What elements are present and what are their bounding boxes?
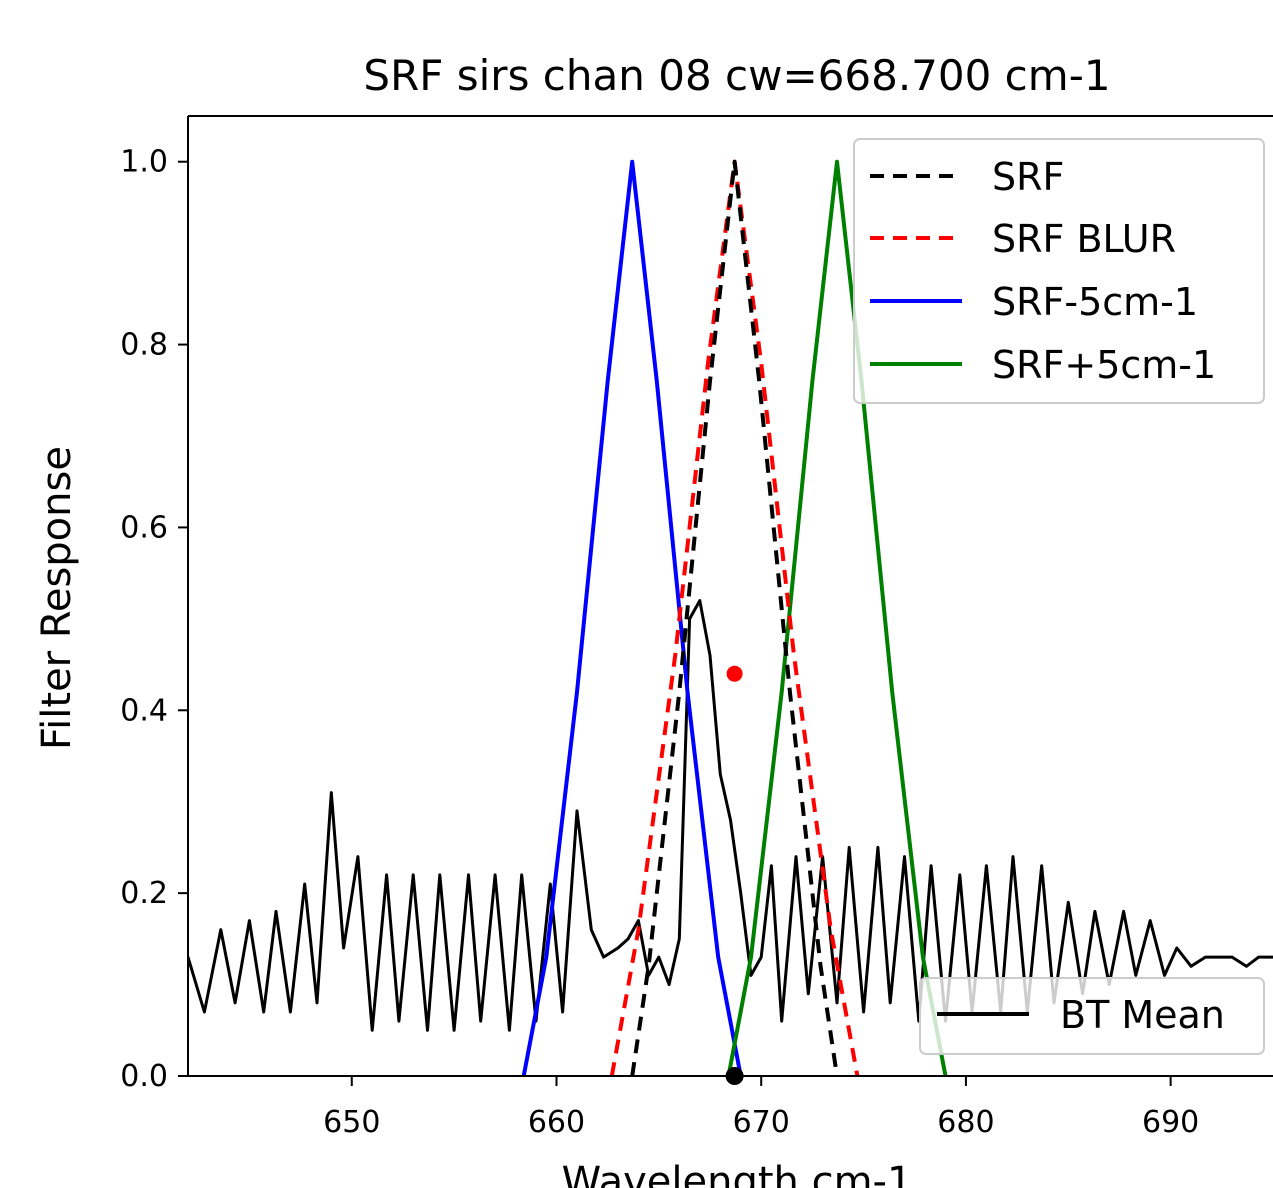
- series-srf: [630, 159, 839, 1076]
- legend-label-srf: SRF: [992, 155, 1064, 199]
- legend-label-srf-blur: SRF BLUR: [992, 217, 1176, 261]
- y-tick-label: 0.4: [120, 693, 168, 728]
- center-wavelength-marker: [726, 665, 743, 682]
- legend-label-bt-mean: BT Mean: [1060, 993, 1225, 1037]
- series-srf-minus: [521, 159, 743, 1076]
- y-tick-label: 0.0: [120, 1059, 168, 1094]
- legend-frame: [919, 977, 1265, 1055]
- legend-bottom-right: BT Mean: [919, 977, 1265, 1055]
- x-tick-label: 680: [937, 1105, 994, 1140]
- y-axis-ticks: 0.0 0.2 0.4 0.6 0.8 1.0: [120, 145, 188, 1094]
- x-axis-label: Wavelength cm-1: [562, 1159, 913, 1188]
- x-tick-label: 670: [733, 1105, 790, 1140]
- x-tick-label: 690: [1142, 1105, 1199, 1140]
- y-tick-label: 0.2: [120, 876, 168, 911]
- legend-frame: [853, 138, 1265, 404]
- y-axis-label: Filter Response: [34, 446, 80, 750]
- chart-title: SRF sirs chan 08 cw=668.700 cm-1: [363, 51, 1110, 100]
- y-tick-label: 0.6: [120, 510, 168, 545]
- legend-label-srf-plus: SRF+5cm-1: [992, 343, 1216, 387]
- y-tick-label: 1.0: [120, 145, 168, 180]
- y-tick-label: 0.8: [120, 328, 168, 363]
- x-tick-label: 660: [528, 1105, 585, 1140]
- legend-label-srf-minus: SRF-5cm-1: [992, 280, 1198, 324]
- x-tick-label: 650: [323, 1105, 380, 1140]
- series-srf-plus: [726, 159, 948, 1076]
- x-axis-ticks: 650 660 670 680 690: [323, 1076, 1199, 1140]
- legend-top-right: SRF SRF BLUR SRF-5cm-1 SRF+5cm-1: [853, 138, 1265, 404]
